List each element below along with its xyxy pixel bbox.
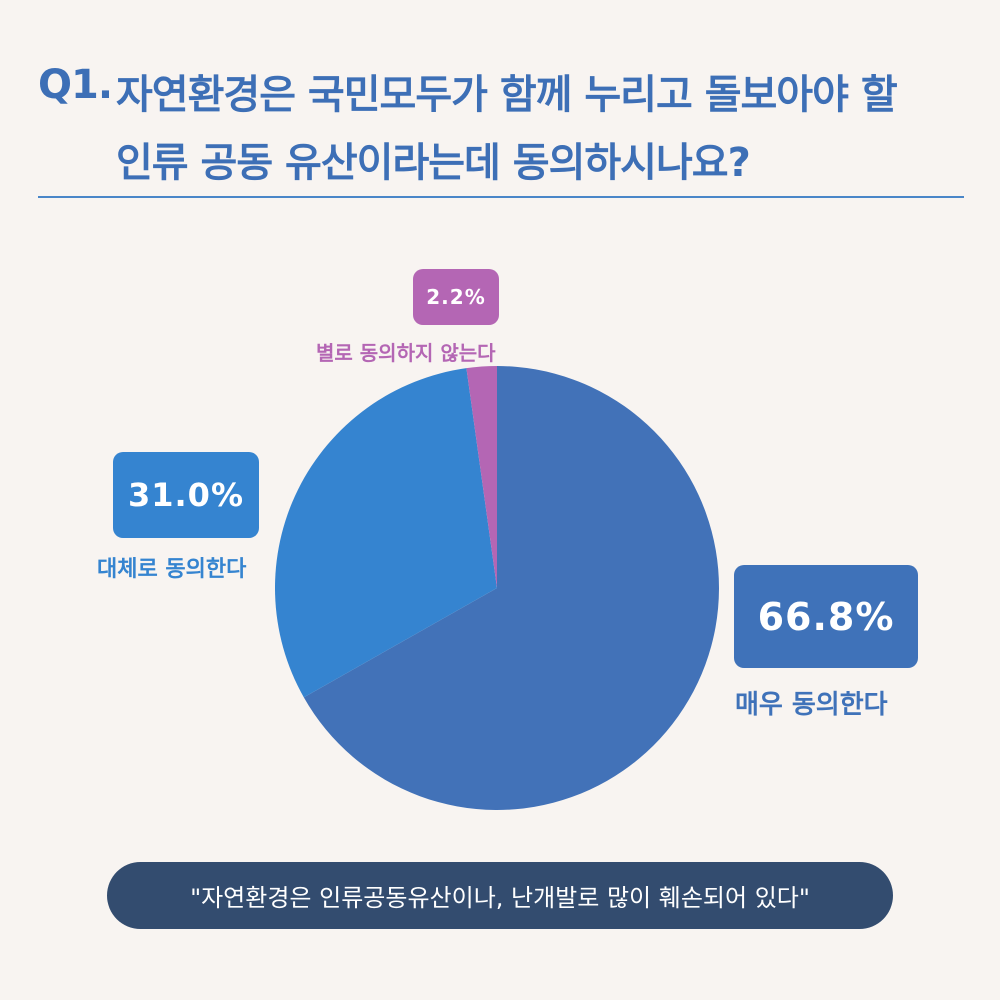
category-label-not-agree: 별로 동의하지 않는다 (316, 341, 496, 365)
pie-slice-not-agree (466, 366, 497, 588)
question-number: Q1. (38, 62, 113, 108)
summary-quote: "자연환경은 인류공동유산이나, 난개발로 많이 훼손되어 있다" (107, 862, 893, 929)
question-line-1: 자연환경은 국민모두가 함께 누리고 돌보아야 할 (116, 72, 898, 118)
question-line-2: 인류 공동 유산이라는데 동의하시나요? (116, 140, 751, 186)
category-label-strongly-agree: 매우 동의한다 (735, 690, 888, 720)
title-divider (38, 196, 964, 198)
value-label-strongly-agree: 66.8% (734, 565, 918, 668)
pie-slice-mostly-agree (275, 368, 497, 698)
pie-slice-strongly-agree (303, 366, 719, 810)
value-label-not-agree: 2.2% (413, 269, 499, 325)
value-label-mostly-agree: 31.0% (113, 452, 259, 538)
category-label-mostly-agree: 대체로 동의한다 (97, 557, 247, 582)
